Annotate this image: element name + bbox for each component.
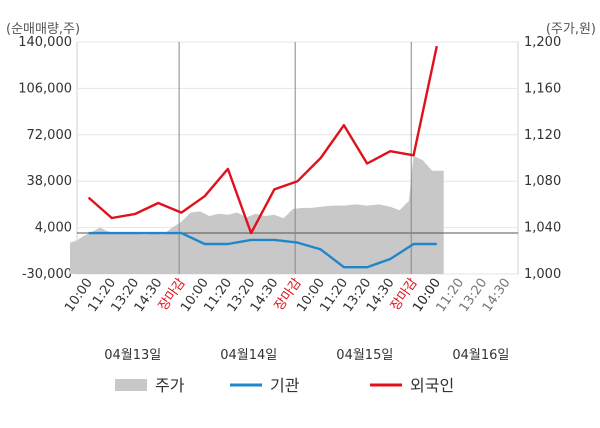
legend-label: 기관 (270, 376, 300, 395)
left-tick-label: 38,000 (27, 174, 73, 189)
day-label: 04월16일 (452, 348, 509, 363)
right-tick-label: 1,040 (524, 221, 561, 236)
left-tick-label: 72,000 (27, 128, 73, 143)
right-tick-label: 1,200 (524, 35, 561, 50)
day-label: 04월13일 (104, 348, 161, 363)
right-tick-label: 1,000 (524, 267, 561, 282)
legend-label: 외국인 (410, 376, 454, 395)
right-tick-label: 1,160 (524, 81, 561, 96)
right-tick-label: 1,080 (524, 174, 561, 189)
day-label: 04월15일 (336, 348, 393, 363)
day-label: 04월14일 (220, 348, 277, 363)
legend-swatch-price (115, 379, 147, 391)
legend-label: 주가 (155, 376, 185, 395)
left-tick-label: 4,000 (35, 221, 72, 236)
series-price-area (70, 155, 444, 274)
left-tick-label: 106,000 (18, 81, 72, 96)
series-foreign-line (87, 45, 438, 235)
left-axis-unit: (순매매량,주) (6, 22, 80, 37)
right-axis-unit: (주가,원) (546, 22, 596, 37)
left-tick-label: -30,000 (22, 267, 72, 282)
left-tick-label: 140,000 (18, 35, 72, 50)
right-tick-label: 1,120 (524, 128, 561, 143)
series-institution-line (88, 231, 437, 269)
